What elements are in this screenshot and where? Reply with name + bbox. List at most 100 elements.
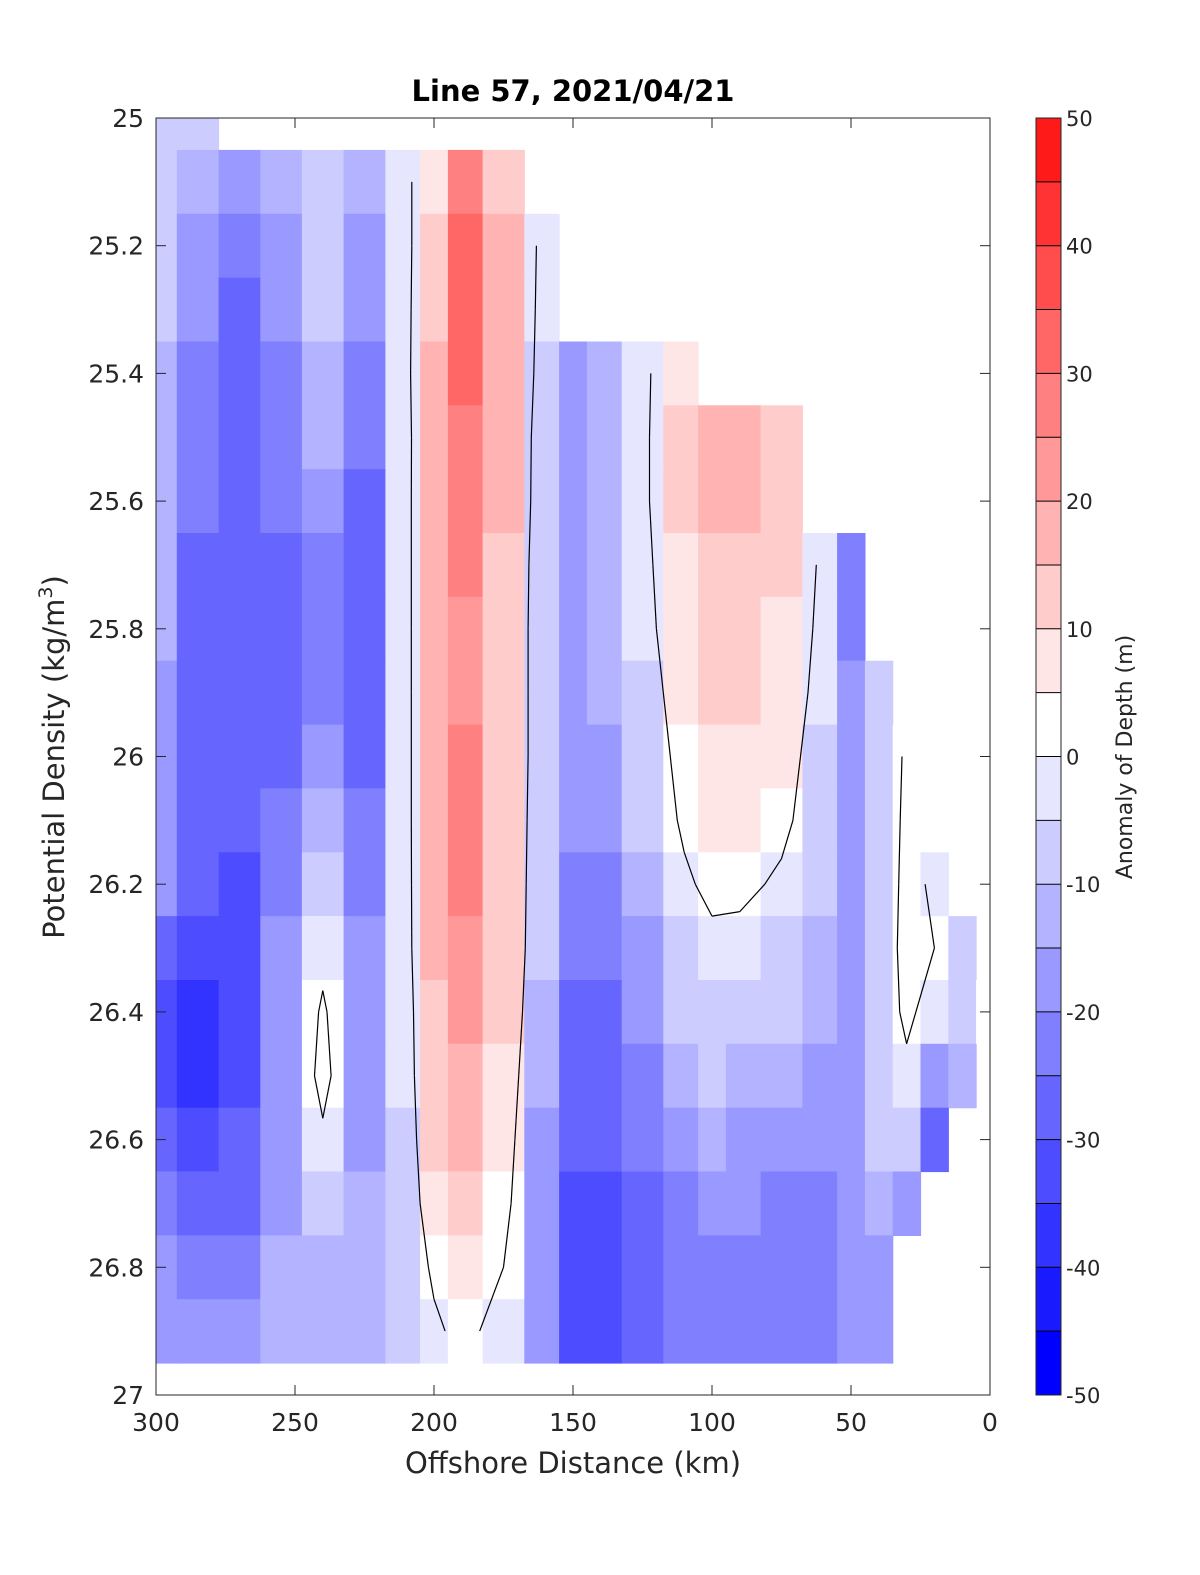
zero-contour-segment bbox=[799, 692, 809, 757]
zero-contour-segment bbox=[521, 948, 526, 1012]
anomaly-cell bbox=[864, 660, 894, 726]
anomaly-cell bbox=[343, 852, 386, 917]
anomaly-cell bbox=[260, 724, 303, 790]
anomaly-cell bbox=[385, 469, 421, 534]
anomaly-cell bbox=[663, 1107, 699, 1173]
colorbar-tick-label: -10 bbox=[1066, 873, 1100, 897]
anomaly-cell bbox=[447, 916, 484, 981]
anomaly-cell bbox=[156, 405, 178, 470]
anomaly-cell bbox=[260, 788, 303, 853]
anomaly-cell bbox=[892, 852, 922, 917]
anomaly-cell bbox=[586, 788, 623, 853]
zero-contour-segment bbox=[530, 373, 535, 438]
anomaly-cell bbox=[343, 341, 386, 406]
anomaly-cell bbox=[176, 1299, 220, 1364]
anomaly-cell bbox=[524, 724, 560, 790]
anomaly-cell bbox=[176, 341, 220, 406]
anomaly-cell bbox=[559, 1171, 588, 1236]
anomaly-cell bbox=[447, 980, 484, 1045]
anomaly-cell bbox=[524, 852, 560, 917]
anomaly-cell bbox=[176, 724, 220, 790]
zero-contour-segment bbox=[812, 564, 817, 629]
anomaly-cell bbox=[621, 533, 664, 598]
anomaly-cell bbox=[260, 660, 303, 726]
anomaly-cell bbox=[176, 788, 220, 853]
zero-contour-segment bbox=[648, 501, 654, 565]
anomaly-cell bbox=[760, 533, 803, 598]
anomaly-cell bbox=[760, 596, 803, 662]
colorbar-swatch bbox=[1036, 565, 1061, 630]
anomaly-cell bbox=[343, 213, 386, 279]
anomaly-cell bbox=[385, 916, 421, 981]
anomaly-cell bbox=[524, 788, 560, 853]
y-tick-label: 27 bbox=[112, 1381, 144, 1410]
anomaly-cell bbox=[301, 980, 345, 1045]
zero-contour-segment bbox=[780, 820, 794, 859]
anomaly-cell bbox=[385, 533, 421, 598]
anomaly-cell bbox=[260, 533, 303, 598]
anomaly-cell bbox=[864, 1235, 894, 1300]
anomaly-cell bbox=[663, 1043, 699, 1109]
anomaly-cell bbox=[385, 852, 421, 917]
colorbar-swatch bbox=[1036, 756, 1061, 821]
zero-contour-segment bbox=[313, 1011, 320, 1076]
anomaly-cell bbox=[725, 852, 762, 917]
anomaly-cell bbox=[218, 469, 261, 534]
anomaly-cell bbox=[343, 788, 386, 853]
colorbar-swatch bbox=[1036, 501, 1061, 566]
anomaly-cell bbox=[559, 1299, 588, 1364]
anomaly-cell bbox=[260, 405, 303, 470]
y-axis-label-tail: ) bbox=[37, 575, 71, 586]
anomaly-cell bbox=[482, 852, 525, 917]
anomaly-cell bbox=[343, 596, 386, 662]
x-tick-label: 200 bbox=[410, 1408, 458, 1437]
zero-contour-segment bbox=[528, 501, 532, 565]
x-tick-label: 100 bbox=[688, 1408, 736, 1437]
anomaly-cell bbox=[156, 1235, 178, 1300]
anomaly-cell bbox=[156, 341, 178, 406]
anomaly-cell bbox=[559, 469, 588, 534]
anomaly-cell bbox=[586, 1171, 623, 1236]
anomaly-cell bbox=[260, 596, 303, 662]
anomaly-cell bbox=[176, 533, 220, 598]
anomaly-cell bbox=[301, 852, 345, 917]
anomaly-cell bbox=[802, 724, 838, 790]
anomaly-cell bbox=[301, 533, 345, 598]
zero-contour-segment bbox=[924, 884, 935, 949]
y-tick-label: 26.8 bbox=[88, 1253, 144, 1282]
zero-contour-segment bbox=[412, 1011, 415, 1076]
anomaly-cell bbox=[725, 916, 762, 981]
anomaly-cell bbox=[176, 277, 220, 343]
anomaly-cell bbox=[301, 1171, 345, 1236]
colorbar-swatch bbox=[1036, 1331, 1061, 1396]
zero-contour-segment bbox=[711, 911, 740, 917]
anomaly-cell bbox=[760, 852, 803, 917]
colorbar-swatch bbox=[1036, 948, 1061, 1013]
colorbar: 50 40 30 20 10 0 -10 -20 -30 -40 -50 bbox=[1035, 107, 1100, 1408]
anomaly-cell bbox=[447, 149, 484, 215]
anomaly-cell bbox=[420, 980, 449, 1045]
anomaly-cell bbox=[176, 980, 220, 1045]
chart-title: Line 57, 2021/04/21 bbox=[412, 74, 735, 108]
anomaly-cell bbox=[864, 980, 894, 1045]
anomaly-cell bbox=[218, 1043, 261, 1109]
zero-contour-segment bbox=[792, 756, 802, 821]
anomaly-cell bbox=[837, 1171, 866, 1236]
anomaly-cell bbox=[176, 1235, 220, 1300]
anomaly-cell bbox=[698, 533, 727, 598]
anomaly-cell bbox=[482, 149, 525, 215]
anomaly-cell bbox=[663, 852, 699, 917]
zero-contour-segment bbox=[694, 883, 713, 917]
anomaly-cell bbox=[218, 277, 261, 343]
anomaly-cell bbox=[837, 1107, 866, 1173]
anomaly-cell bbox=[385, 724, 421, 790]
anomaly-cell bbox=[837, 980, 866, 1045]
anomaly-cell bbox=[837, 852, 866, 917]
zero-contour-segment bbox=[525, 820, 528, 885]
anomaly-cell bbox=[420, 277, 449, 343]
anomaly-cell bbox=[218, 596, 261, 662]
anomaly-cell bbox=[524, 596, 560, 662]
anomaly-cell bbox=[176, 660, 220, 726]
anomaly-cell bbox=[156, 852, 178, 917]
colorbar-tick-label: 30 bbox=[1066, 362, 1093, 386]
